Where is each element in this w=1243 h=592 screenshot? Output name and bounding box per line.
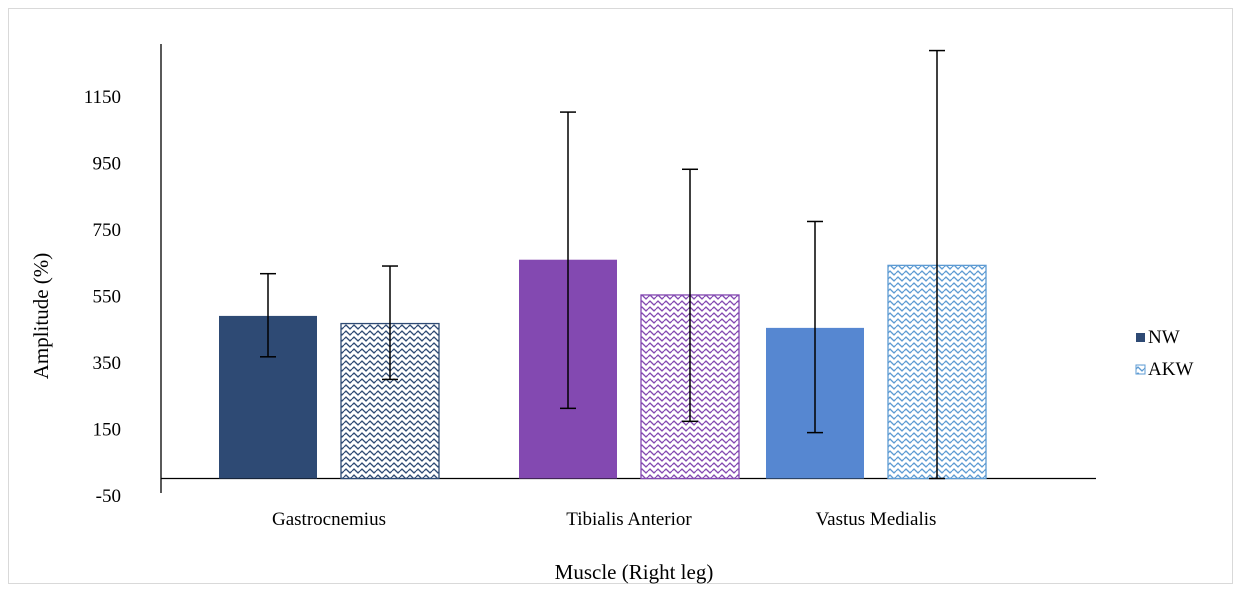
legend-swatch-nw <box>1136 333 1145 342</box>
y-tick-label: 550 <box>93 287 122 308</box>
y-tick-labels: -50 150 350 550 750 950 1150 <box>84 87 121 507</box>
category-label: Vastus Medialis <box>816 509 937 530</box>
category-label: Tibialis Anterior <box>566 509 692 530</box>
error-bar-nw-2 <box>807 220 823 434</box>
error-bar-nw-0 <box>260 272 276 358</box>
bars <box>219 259 987 480</box>
x-axis-title: Muscle (Right leg) <box>555 560 714 584</box>
chart-frame <box>8 8 1233 584</box>
category-label: Gastrocnemius <box>272 509 386 530</box>
error-bar-akw-2 <box>929 49 945 480</box>
legend-label-akw: AKW <box>1148 359 1193 380</box>
error-bars <box>260 49 945 480</box>
legend-label-nw: NW <box>1148 327 1180 348</box>
category-labels: Gastrocnemius Tibialis Anterior Vastus Med… <box>272 509 936 530</box>
y-tick-label: 1150 <box>84 87 121 108</box>
y-tick-label: 750 <box>93 220 122 241</box>
y-tick-label: 350 <box>93 353 122 374</box>
y-tick-label: -50 <box>96 486 121 507</box>
error-bar-nw-1 <box>560 111 576 410</box>
y-tick-label: 150 <box>93 420 122 441</box>
y-tick-label: 950 <box>93 154 122 175</box>
y-axis-title: Amplitude (%) <box>29 253 53 380</box>
error-bar-akw-0 <box>382 265 398 381</box>
legend-swatch-akw <box>1135 364 1146 375</box>
error-bar-akw-1 <box>682 168 698 423</box>
legend: NW AKW <box>1135 327 1193 380</box>
